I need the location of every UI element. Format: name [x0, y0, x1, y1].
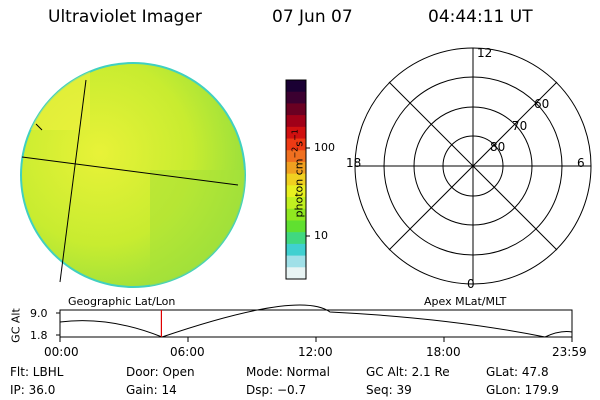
mlt-label-0: 0: [467, 277, 475, 291]
mlt-label-18: 18: [346, 156, 362, 170]
earth-caption: Geographic Lat/Lon: [68, 295, 176, 308]
gc-alt-status: GC Alt: 2.1 Re: [366, 365, 450, 379]
colorbar-segment: [286, 220, 306, 233]
altitude-curve: [59, 304, 573, 338]
colorbar-segment: [286, 161, 306, 175]
door-status: Door: Open: [126, 365, 195, 379]
colorbar-segment: [286, 91, 306, 105]
time-label: 04:44:11 UT: [428, 7, 533, 27]
colorbar-segment: [286, 232, 306, 245]
gain-status: Gain: 14: [126, 383, 177, 397]
colorbar-frame: [285, 79, 307, 280]
timeline-tick-1800: 18:00: [426, 345, 461, 359]
colorbar-segment: [286, 115, 306, 128]
mlt-label-6: 6: [577, 156, 585, 170]
colorbar-segment: [286, 150, 306, 163]
colorbar-segment: [286, 208, 306, 222]
polar-caption: Apex MLat/MLT: [424, 295, 507, 308]
colorbar-segment: [286, 255, 306, 268]
timeline-tick-0000: 00:00: [44, 345, 79, 359]
parallel-line: [21, 156, 239, 186]
mode-status: Mode: Normal: [246, 365, 330, 379]
colorbar-tick-10: 10: [314, 229, 328, 242]
instrument-title: Ultraviolet Imager: [48, 7, 202, 27]
colorbar-tick-100: 100: [314, 141, 335, 154]
colorbar-segment: [286, 138, 306, 151]
timeline-y-high: 9.0: [30, 307, 48, 320]
colorbar-segment: [286, 126, 306, 140]
timeline-y-low: 1.8: [30, 329, 48, 342]
dsp-status: Dsp: −0.7: [246, 383, 307, 397]
glon-status: GLon: 179.9: [486, 383, 559, 397]
timeline-tick-2359: 23:59: [552, 345, 587, 359]
colorbar-segment: [286, 243, 306, 257]
date-label: 07 Jun 07: [272, 7, 353, 27]
colorbar-segment: [286, 197, 306, 210]
ip-status: IP: 36.0: [10, 383, 56, 397]
glat-status: GLat: 47.8: [486, 365, 549, 379]
colorbar: [286, 80, 306, 280]
timeline-tick-0600: 06:00: [170, 345, 205, 359]
colorbar-segment: [286, 103, 306, 116]
colorbar-segment: [286, 267, 306, 280]
meridian-line: [59, 79, 87, 283]
lat-label-60: 60: [534, 97, 550, 111]
timeline-axis-label: GC Alt: [9, 308, 23, 343]
mlt-label-12: 12: [477, 46, 493, 60]
earth-disc-image: [20, 62, 246, 288]
colorbar-label: photon cm−2s−1: [290, 129, 306, 218]
colorbar-segment: [286, 173, 306, 186]
timeline-tick-1200: 12:00: [298, 345, 333, 359]
colorbar-segment: [286, 80, 306, 93]
lat-label-80: 80: [490, 140, 506, 154]
colorbar-segment: [286, 185, 306, 198]
seq-status: Seq: 39: [366, 383, 412, 397]
altitude-timeline: [56, 304, 573, 342]
polar-plot: [354, 47, 592, 285]
filter-status: Flt: LBHL: [10, 365, 64, 379]
lat-label-70: 70: [512, 119, 528, 133]
